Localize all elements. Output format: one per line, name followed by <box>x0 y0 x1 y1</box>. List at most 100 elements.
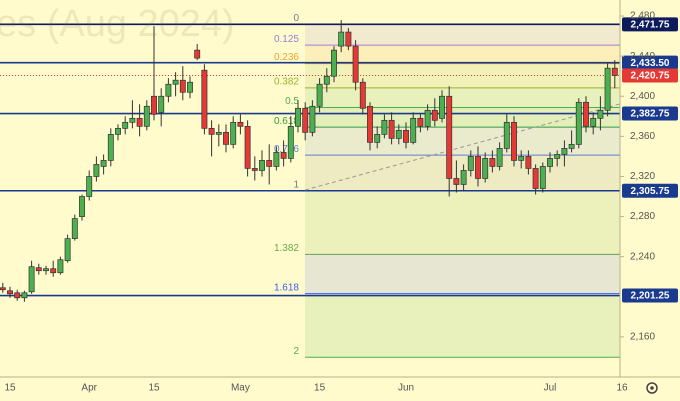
price-label: 2,471.75 <box>631 19 670 30</box>
candle-body <box>482 158 489 179</box>
x-tick-label: Jul <box>544 383 557 394</box>
candle <box>503 114 510 153</box>
candle <box>28 260 35 294</box>
candle-body <box>424 109 431 127</box>
candle <box>611 60 618 89</box>
candle <box>259 150 265 177</box>
candle <box>93 156 100 182</box>
candle-body <box>165 83 172 97</box>
candle-body <box>547 158 553 167</box>
candle-body <box>237 121 244 127</box>
fib-band <box>305 190 620 255</box>
candle-body <box>439 95 445 119</box>
axis-layer: 2,471.75 2,433.50 2,420.75 2,382.75 2,305.75… <box>4 11 678 394</box>
candle-body <box>244 125 251 169</box>
price-label-box <box>622 55 678 70</box>
candle <box>604 62 611 117</box>
candle <box>467 150 474 177</box>
price-label: 2,382.75 <box>631 109 670 120</box>
candle-body <box>554 154 561 159</box>
candle <box>547 152 553 173</box>
candle-body <box>475 156 481 179</box>
gear-outer[interactable] <box>646 382 658 394</box>
candle <box>251 156 258 181</box>
candle <box>554 150 561 167</box>
candle-body <box>575 101 582 145</box>
candle <box>525 150 532 175</box>
candle-body <box>352 45 359 83</box>
candle <box>381 114 388 139</box>
fib-label: 0.125 <box>274 34 299 45</box>
candle <box>86 170 93 201</box>
candle-body <box>331 49 337 77</box>
x-tick-label: Jun <box>398 383 414 394</box>
candle <box>446 86 453 197</box>
price-label-box <box>622 106 678 121</box>
candle-body <box>316 83 323 107</box>
candle-body <box>403 129 409 143</box>
x-tick-label: Apr <box>81 383 97 394</box>
candle-body <box>345 31 352 47</box>
candle-body <box>460 170 467 185</box>
candle-body <box>201 69 208 129</box>
candle <box>237 114 244 135</box>
candle <box>453 160 460 193</box>
settings-icon[interactable] <box>646 382 658 394</box>
candle-body <box>179 79 186 93</box>
candle <box>496 142 503 171</box>
candle-body <box>122 121 129 129</box>
fib-label: 1.382 <box>274 243 299 254</box>
candle-body <box>223 132 229 145</box>
candle-body <box>151 95 157 115</box>
level-layer <box>0 23 620 297</box>
candle-body <box>323 75 330 85</box>
price-label-box <box>622 183 678 198</box>
fib-band <box>305 24 620 46</box>
candle-body <box>158 95 165 113</box>
price-label: 2,201.25 <box>631 291 670 302</box>
fib-label: 0.786 <box>274 144 299 155</box>
candle-body <box>367 105 373 143</box>
candle-body <box>417 117 424 127</box>
candle <box>280 140 287 167</box>
candle <box>143 100 150 131</box>
candle <box>316 78 323 113</box>
candle <box>187 76 193 99</box>
candle-body <box>453 178 460 185</box>
candle <box>309 100 316 137</box>
candle-body <box>187 81 193 93</box>
x-tick-label: 15 <box>148 383 160 394</box>
trend-line <box>304 103 621 191</box>
candle-body <box>251 168 258 171</box>
candle-body <box>604 67 611 111</box>
candle-body <box>338 31 345 47</box>
candle <box>431 98 438 127</box>
candle-body <box>597 109 604 119</box>
gear-inner[interactable] <box>650 386 654 390</box>
candle <box>230 116 237 149</box>
candle <box>410 112 417 145</box>
candle <box>597 96 604 131</box>
candle-body <box>143 105 150 127</box>
candle-body <box>266 160 273 167</box>
candle-body <box>86 176 93 197</box>
candle <box>287 116 294 163</box>
candle <box>208 120 215 157</box>
candle-body <box>43 268 49 272</box>
candle-layer <box>0 20 618 302</box>
candle-body <box>280 152 287 159</box>
candle <box>367 102 373 151</box>
candle-body <box>287 125 294 159</box>
candle <box>64 234 71 263</box>
price-label-box <box>622 68 678 83</box>
candle <box>424 104 431 131</box>
candle <box>532 164 539 195</box>
candle <box>518 150 525 169</box>
fib-label: 0.618 <box>274 116 299 127</box>
candle <box>295 100 301 133</box>
candle-body <box>503 121 510 149</box>
y-tick-label: 2,400 <box>630 91 655 102</box>
price-label: 2,433.50 <box>631 58 670 69</box>
